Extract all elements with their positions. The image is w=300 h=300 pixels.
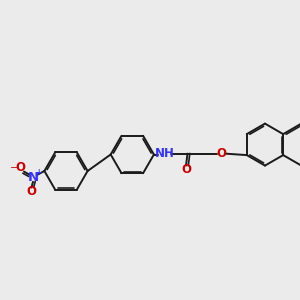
Text: −: − [10, 163, 19, 173]
Text: O: O [26, 184, 37, 198]
Text: N: N [27, 171, 39, 184]
Text: O: O [181, 163, 191, 176]
Text: +: + [35, 168, 41, 177]
Text: O: O [15, 161, 26, 174]
Text: NH: NH [155, 147, 175, 160]
Text: O: O [216, 147, 226, 160]
